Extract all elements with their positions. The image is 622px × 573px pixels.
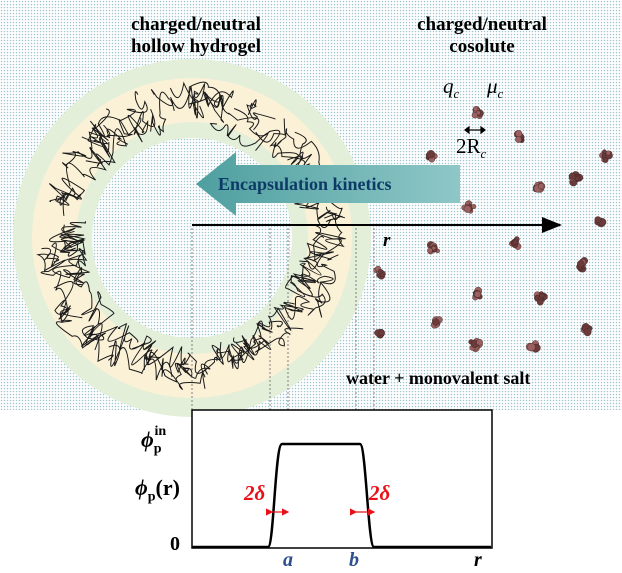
radius-label: 2Rc	[456, 134, 486, 162]
y-label-zero: 0	[170, 533, 180, 555]
polymer-chain	[108, 340, 173, 381]
polymer-chain	[267, 301, 304, 331]
cosolute-particle	[471, 106, 484, 120]
polymer-chain	[309, 251, 339, 304]
polymer-chain	[87, 108, 110, 152]
chemical-potential-label: μc	[487, 74, 503, 102]
cosolute-particle	[426, 241, 440, 255]
cosolute-particle	[533, 291, 548, 306]
cosolute-label-line2: cosolute	[449, 36, 515, 57]
polymer-chain	[35, 247, 68, 309]
polymer-chain	[235, 335, 272, 361]
phi-top-sup: in	[154, 423, 167, 439]
hydrogel-label-line1: charged/neutral	[131, 14, 261, 35]
polymer-chain	[204, 90, 234, 123]
mu-symbol: μ	[487, 74, 498, 98]
y-label-mid: ϕp(r)	[135, 475, 180, 505]
polymer-chain	[88, 291, 139, 343]
cosolute-particle	[525, 340, 541, 353]
radius-sub: c	[480, 146, 487, 162]
polymer-network	[35, 81, 346, 390]
plot-frame	[191, 409, 493, 549]
r-axis-label-top: r	[383, 230, 391, 251]
delta-right-label: 2δ	[369, 481, 391, 505]
cosolute-particle	[430, 316, 443, 329]
phi-top-sub: p	[153, 441, 162, 457]
kinetics-label: Encapsulation kinetics	[218, 174, 392, 194]
polymer-chain	[127, 109, 156, 143]
polymer-chain	[81, 322, 106, 351]
cosolute-particle	[468, 337, 483, 352]
polymer-chain	[289, 223, 328, 297]
cosolute-particle	[461, 200, 477, 214]
y-label-top: ϕp in	[141, 423, 167, 457]
polymer-chain	[285, 262, 316, 297]
solvent-label: water + monovalent salt	[346, 368, 531, 388]
polymer-chain	[117, 322, 153, 366]
cosolute-particle	[374, 328, 385, 339]
charge-symbol: q	[443, 74, 454, 98]
polymer-chain	[56, 177, 86, 216]
polymer-chain	[227, 343, 245, 370]
polymer-chain	[85, 137, 116, 167]
cosolute-particle	[576, 257, 588, 273]
polymer-chain	[150, 91, 175, 136]
polymer-chain	[255, 131, 304, 166]
phi-mid-arg: (r)	[155, 475, 180, 500]
cosolute-particle	[568, 171, 584, 187]
polymer-chain	[150, 86, 204, 119]
x-label-r: r	[474, 549, 482, 571]
polymer-chain	[169, 81, 224, 109]
polymer-chain	[106, 117, 142, 145]
polymer-chain	[66, 128, 128, 187]
polymer-chain	[219, 320, 283, 364]
charge-label: qc	[443, 74, 459, 102]
polymer-chain	[49, 183, 78, 202]
polymer-chain	[59, 221, 87, 250]
polymer-chain	[53, 281, 114, 363]
polymer-chain	[315, 206, 346, 254]
cosolute-particle	[425, 150, 438, 163]
cosolute-particle	[580, 323, 593, 337]
polymer-chain	[283, 293, 326, 320]
delta-left-label: 2δ	[244, 481, 266, 505]
polymer-chain	[54, 299, 83, 323]
polymer-chain	[299, 235, 334, 270]
cosolute-particle	[373, 265, 386, 280]
phi-mid-sub: p	[147, 489, 156, 505]
cosolute-particles	[373, 106, 613, 353]
x-label-b: b	[349, 549, 359, 571]
cosolute-particle	[514, 130, 525, 143]
cosolute-particle	[594, 216, 607, 228]
polymer-chain	[81, 91, 148, 143]
cosolute-particle	[532, 181, 546, 193]
cosolute-particle	[472, 286, 483, 301]
charge-sub: c	[453, 86, 460, 102]
hydrogel-label: charged/neutral hollow hydrogel	[96, 14, 296, 58]
cosolute-particle	[509, 236, 522, 250]
x-label-a: a	[283, 549, 293, 571]
polymer-chain	[147, 345, 224, 374]
phi-mid: ϕ	[135, 475, 148, 500]
polymer-chain	[246, 99, 276, 120]
radius-indicator	[464, 125, 486, 135]
polymer-chain	[297, 273, 334, 318]
polymer-chain	[188, 91, 260, 131]
mu-sub: c	[497, 86, 504, 102]
polymer-chain	[52, 249, 87, 284]
polymer-chain	[132, 335, 161, 360]
hydrogel-label-line2: hollow hydrogel	[130, 36, 262, 57]
cosolute-particle	[599, 149, 613, 163]
polymer-chain	[209, 122, 269, 151]
radius-text: 2R	[456, 134, 481, 158]
density-profile	[192, 442, 491, 549]
polymer-chain	[46, 224, 76, 268]
encapsulation-arrow	[196, 152, 460, 216]
phi-top: ϕ	[141, 427, 154, 452]
profile-plot	[191, 409, 493, 549]
cosolute-label-line1: charged/neutral	[417, 14, 547, 35]
cosolute-label: charged/neutral cosolute	[392, 14, 572, 58]
